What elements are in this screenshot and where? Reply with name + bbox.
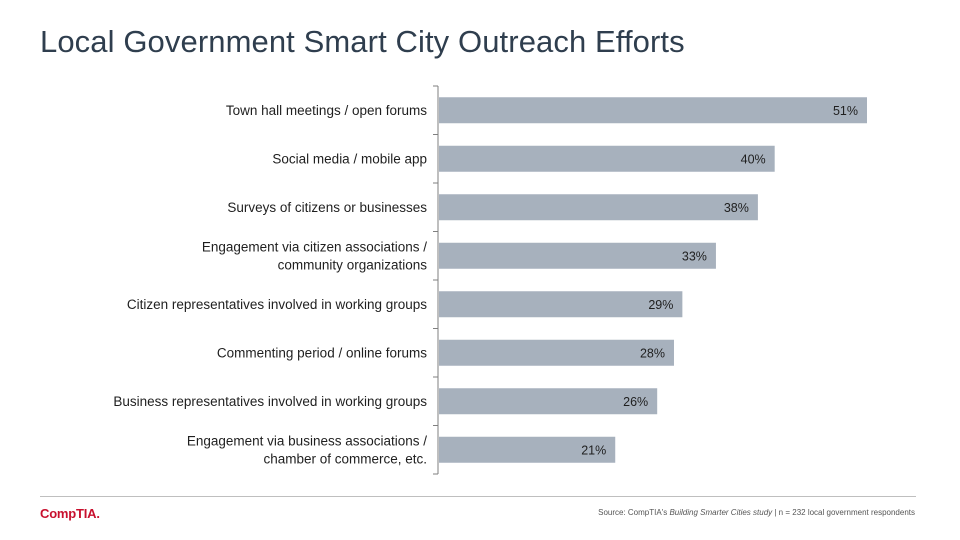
category-label: Surveys of citizens or businesses	[227, 200, 427, 215]
bar	[439, 291, 683, 318]
bar	[439, 242, 716, 269]
comptia-logo: CompTIA.	[40, 506, 100, 521]
category-label: Citizen representatives involved in work…	[127, 297, 427, 312]
bar	[439, 436, 616, 463]
bar	[439, 97, 867, 124]
category-label: Engagement via citizen associations / com…	[202, 239, 427, 272]
bar	[439, 339, 674, 366]
bar	[439, 145, 775, 172]
category-label: Town hall meetings / open forums	[226, 103, 427, 118]
data-label: 21%	[581, 443, 606, 457]
category-label: Engagement via business associations / ch…	[187, 433, 427, 466]
footer-divider	[40, 496, 916, 497]
category-label: Business representatives involved in wor…	[113, 394, 427, 409]
source-study: Building Smarter Cities study	[669, 508, 773, 517]
data-label: 28%	[640, 346, 665, 360]
source-prefix: Source: CompTIA's	[598, 508, 670, 517]
data-label: 38%	[724, 201, 749, 215]
data-label: 51%	[833, 104, 858, 118]
page-title: Local Government Smart City Outreach Eff…	[40, 24, 685, 59]
data-label: 29%	[648, 298, 673, 312]
data-label: 26%	[623, 395, 648, 409]
category-label: Commenting period / online forums	[217, 345, 427, 360]
data-label: 40%	[741, 152, 766, 166]
bar	[439, 194, 758, 221]
data-label: 33%	[682, 249, 707, 263]
source-note: Source: CompTIA's Building Smarter Citie…	[598, 508, 915, 517]
category-label: Social media / mobile app	[272, 151, 427, 166]
source-suffix: | n = 232 local government respondents	[772, 508, 915, 517]
bar	[439, 388, 658, 415]
